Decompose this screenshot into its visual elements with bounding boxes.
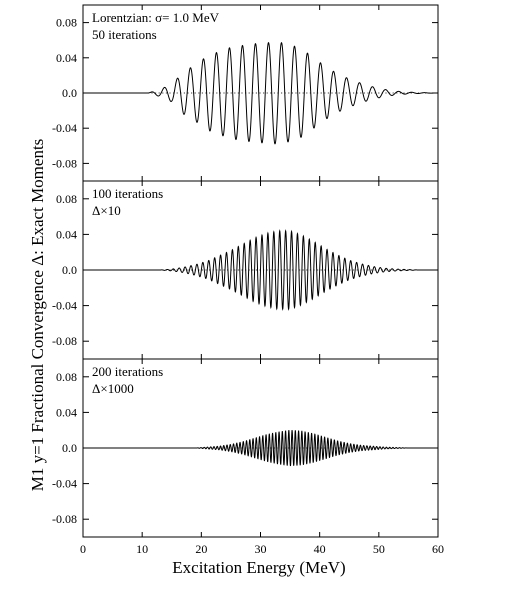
x-tick-label: 30 <box>255 542 267 556</box>
y-tick-label: -0.08 <box>52 512 77 526</box>
x-tick-label: 0 <box>80 542 86 556</box>
panels-group: 0.08 0.04 0.0 -0.04 -0.08 Lorentzian: σ= 1.0 … <box>52 4 439 538</box>
panel-annotation-1: 200 iterations <box>92 364 163 379</box>
y-tick-label: -0.08 <box>52 156 77 170</box>
convergence-series-line <box>83 42 438 145</box>
y-tick-label: 0.08 <box>56 370 77 384</box>
y-tick-label: 0.04 <box>56 51 77 65</box>
y-axis-title: M1 y=1 Fractional Convergence Δ: Exact M… <box>28 139 47 492</box>
y-tick-label: 0.08 <box>56 16 77 30</box>
y-tick-label: 0.04 <box>56 405 77 419</box>
y-tick-label: 0.0 <box>62 86 77 100</box>
x-axis: 0 10 20 30 40 50 60 <box>80 542 444 556</box>
x-axis-title: Excitation Energy (MeV) <box>172 558 345 577</box>
x-tick-label: 60 <box>432 542 444 556</box>
convergence-series-line <box>83 429 438 467</box>
panel-annotation-2: Δ×10 <box>92 203 121 218</box>
y-tick-label: 0.04 <box>56 227 77 241</box>
y-tick-label: -0.04 <box>52 477 77 491</box>
x-tick-label: 40 <box>314 542 326 556</box>
panel-3: 0.08 0.04 0.0 -0.04 -0.08 200 iterations Δ×100… <box>52 358 439 538</box>
panel-annotation-2: Δ×1000 <box>92 381 134 396</box>
y-tick-label: 0.08 <box>56 192 77 206</box>
panel-1: 0.08 0.04 0.0 -0.04 -0.08 Lorentzian: σ= 1.0 … <box>52 4 439 182</box>
panel-2: 0.08 0.04 0.0 -0.04 -0.08 100 iterations Δ×10 <box>52 180 439 360</box>
panel-annotation-1: 100 iterations <box>92 186 163 201</box>
x-tick-label: 50 <box>373 542 385 556</box>
y-tick-label: 0.0 <box>62 263 77 277</box>
y-tick-label: -0.04 <box>52 121 77 135</box>
panel-annotation-2: 50 iterations <box>92 27 157 42</box>
y-tick-label: -0.08 <box>52 334 77 348</box>
y-tick-label: 0.0 <box>62 441 77 455</box>
x-tick-label: 10 <box>136 542 148 556</box>
y-tick-label: -0.04 <box>52 299 77 313</box>
x-tick-label: 20 <box>195 542 207 556</box>
panel-annotation-1: Lorentzian: σ= 1.0 MeV <box>92 10 220 25</box>
